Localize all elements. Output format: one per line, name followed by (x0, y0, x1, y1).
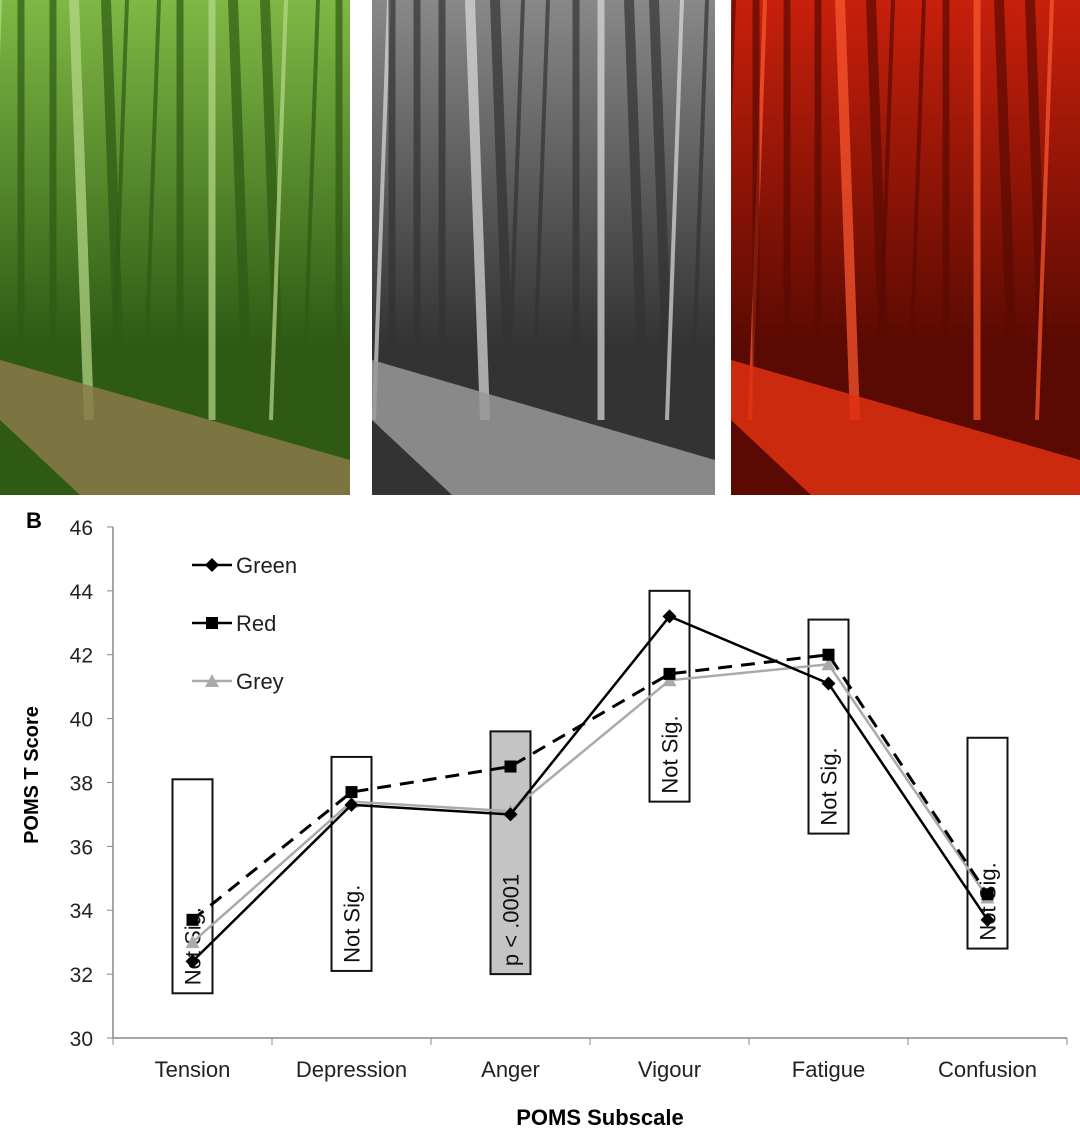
series-line (191, 653, 989, 921)
x-tick-label: Confusion (938, 1057, 1037, 1082)
annotation-text: Not Sig. (817, 747, 842, 825)
legend-item: Grey (192, 669, 284, 694)
y-tick-label: 40 (70, 709, 93, 732)
y-tick-label: 46 (70, 517, 93, 540)
marker-square (663, 667, 676, 680)
y-axis-label: POMS T Score (21, 706, 43, 844)
series-line (191, 614, 989, 963)
annotation-text: Not Sig. (340, 885, 365, 963)
legend-item: Green (192, 553, 297, 578)
marker-diamond (662, 609, 677, 624)
y-tick-label: 30 (70, 1028, 93, 1051)
legend-item: Red (192, 611, 276, 636)
marker-square (822, 648, 835, 661)
marker-square (504, 760, 517, 773)
marker-triangle (205, 674, 219, 687)
annotation-box (648, 589, 691, 803)
series-line (191, 662, 989, 944)
x-tick-label: Tension (155, 1057, 231, 1082)
marker-diamond (205, 558, 219, 572)
x-tick-label: Fatigue (792, 1057, 865, 1082)
marker-diamond (821, 676, 836, 691)
marker-triangle (185, 935, 200, 949)
series-grey (185, 657, 995, 949)
marker-diamond (344, 797, 359, 812)
marker-square (206, 617, 218, 629)
marker-diamond (503, 807, 518, 822)
x-tick-label: Anger (481, 1057, 540, 1082)
marker-diamond (185, 954, 200, 969)
marker-square (186, 913, 199, 926)
poms-line-chart: B POMS T Score POMS Subscale Not Sig. Not… (21, 508, 1068, 1130)
marker-diamond (980, 912, 995, 927)
y-tick-label: 32 (70, 964, 93, 987)
y-tick-label: 38 (70, 772, 93, 795)
y-tick-label: 44 (70, 581, 94, 604)
marker-square (345, 786, 358, 799)
marker-square (981, 888, 994, 901)
annotation-text: Not Sig. (658, 715, 683, 793)
legend-label: Green (236, 553, 297, 578)
y-tick-label: 36 (70, 836, 93, 859)
series-red (186, 648, 994, 926)
y-tick-label: 42 (70, 645, 93, 668)
series-green (185, 609, 995, 969)
x-tick-label: Depression (296, 1057, 407, 1082)
y-tick-label: 34 (70, 900, 94, 923)
legend-label: Grey (236, 669, 284, 694)
marker-triangle (821, 657, 836, 671)
x-axis-label: POMS Subscale (516, 1105, 684, 1130)
legend-label: Red (236, 611, 276, 636)
panel-label: B (26, 508, 42, 533)
photo-green-forest (0, 0, 350, 495)
annotation-text: p < .0001 (499, 874, 524, 966)
photo-grey-forest (372, 0, 715, 495)
photo-red-forest (731, 0, 1080, 495)
x-tick-label: Vigour (638, 1057, 701, 1082)
